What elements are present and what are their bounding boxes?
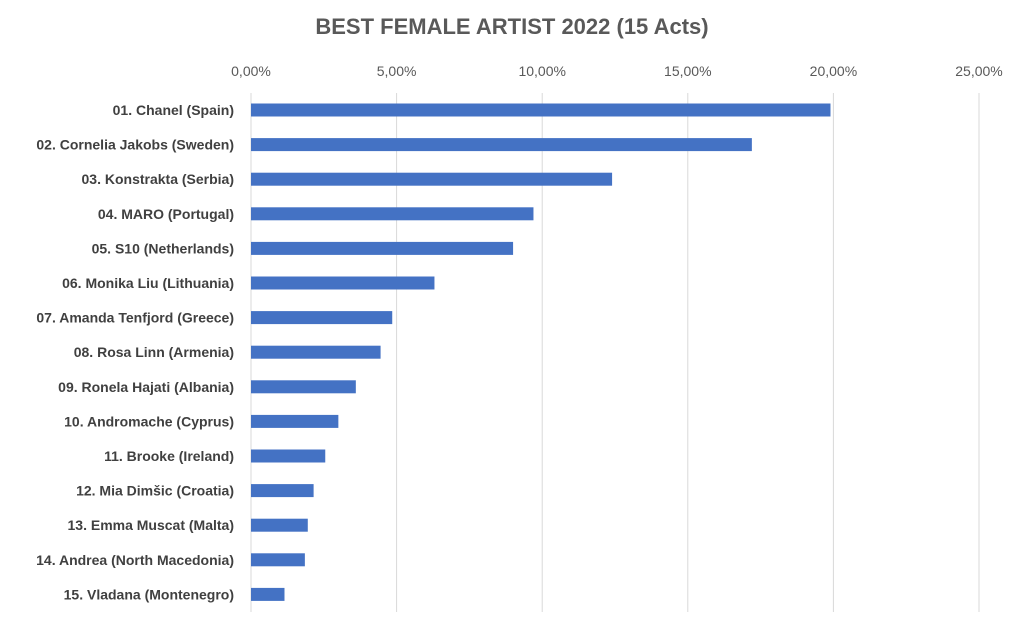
x-tick-label: 25,00% <box>955 63 1002 79</box>
category-label: 11. Brooke (Ireland) <box>104 448 234 464</box>
bar <box>251 172 613 186</box>
category-label: 09. Ronela Hajati (Albania) <box>58 379 234 395</box>
bars <box>251 103 831 601</box>
bar <box>251 380 356 394</box>
bar <box>251 311 393 325</box>
x-tick-label: 15,00% <box>664 63 711 79</box>
category-label: 12. Mia Dimšic (Croatia) <box>76 483 234 499</box>
bar <box>251 484 314 498</box>
bar <box>251 103 831 117</box>
category-label: 04. MARO (Portugal) <box>98 206 234 222</box>
bar <box>251 276 435 290</box>
category-label: 03. Konstrakta (Serbia) <box>82 171 235 187</box>
category-label: 15. Vladana (Montenegro) <box>64 586 234 602</box>
bar <box>251 587 285 601</box>
bar <box>251 414 339 428</box>
x-tick-label: 5,00% <box>377 63 417 79</box>
category-label: 01. Chanel (Spain) <box>113 102 234 118</box>
x-tick-label: 0,00% <box>231 63 271 79</box>
category-label: 05. S10 (Netherlands) <box>92 240 234 256</box>
bar <box>251 518 308 532</box>
category-label: 07. Amanda Tenfjord (Greece) <box>36 310 234 326</box>
category-label: 06. Monika Liu (Lithuania) <box>62 275 234 291</box>
bar <box>251 241 514 255</box>
chart-title: BEST FEMALE ARTIST 2022 (15 Acts) <box>315 14 709 39</box>
x-tick-label: 20,00% <box>810 63 857 79</box>
bar <box>251 207 534 221</box>
x-axis-ticks: 0,00% 5,00% 10,00% 15,00% 20,00% 25,00% <box>231 63 1003 79</box>
bar <box>251 553 305 567</box>
bar <box>251 449 326 463</box>
category-label: 14. Andrea (North Macedonia) <box>36 552 234 568</box>
category-label: 13. Emma Muscat (Malta) <box>68 517 235 533</box>
bar <box>251 138 752 152</box>
category-labels: 01. Chanel (Spain) 02. Cornelia Jakobs (S… <box>36 102 234 602</box>
category-label: 10. Andromache (Cyprus) <box>64 413 234 429</box>
category-label: 02. Cornelia Jakobs (Sweden) <box>36 137 234 153</box>
x-tick-label: 10,00% <box>518 63 565 79</box>
bar <box>251 345 381 359</box>
category-label: 08. Rosa Linn (Armenia) <box>74 344 234 360</box>
